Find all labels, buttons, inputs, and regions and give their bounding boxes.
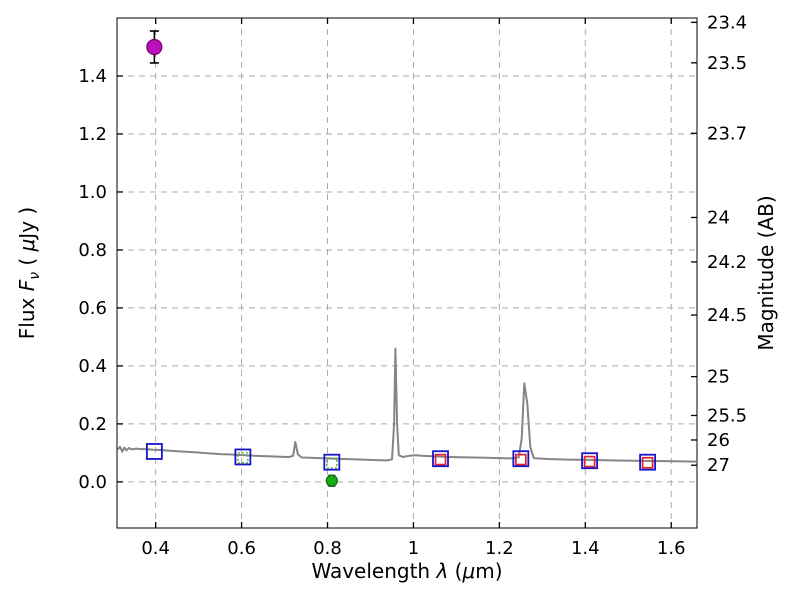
magnitude-tick-label: 25.5 — [707, 405, 747, 426]
model-square-red — [583, 455, 596, 468]
magnitude-tick-label: 27 — [707, 455, 730, 476]
model-square-red — [434, 453, 447, 466]
magnitude-tick-label: 23.4 — [707, 12, 747, 33]
axes-border — [116, 17, 698, 529]
spectrum-line — [117, 347, 697, 463]
x-axis-label: Wavelength λ (μm) — [311, 559, 502, 583]
magnitude-tick-label: 24.2 — [707, 252, 747, 273]
observed-square — [639, 453, 656, 471]
x-tick-label: 1.4 — [571, 538, 600, 559]
left-y-axis-label: Flux Fν ( μJy ) — [15, 207, 43, 339]
magnitude-tick-labels: 23.4 23.5 23.7 24 24.2 24.5 25 25.5 26 27 — [707, 12, 747, 476]
magnitude-tick-label: 24 — [707, 207, 730, 228]
reference-point-magenta — [146, 30, 163, 64]
x-tick-label: 1.6 — [657, 538, 686, 559]
flux-tick-label: 0.6 — [78, 298, 107, 319]
observed-square — [145, 443, 163, 460]
x-tick-label: 1 — [408, 538, 419, 559]
observed-square — [432, 450, 449, 468]
galaxy-spectrum — [117, 347, 697, 463]
model-square-red — [641, 456, 654, 469]
observed-square — [581, 452, 598, 470]
x-tick-label: 0.8 — [313, 538, 342, 559]
flux-tick-label: 0.2 — [78, 414, 107, 435]
x-tick-labels: 0.4 0.6 0.8 1 1.2 1.4 1.6 — [141, 538, 685, 559]
magnitude-tick-label: 25 — [707, 367, 730, 388]
model-square-red — [515, 453, 527, 466]
axis-ticks — [117, 18, 697, 528]
magnitude-tick-label: 23.5 — [707, 53, 747, 74]
flux-tick-labels: 0.0 0.2 0.4 0.6 0.8 1.0 1.2 1.4 — [78, 66, 107, 493]
observed-square — [234, 448, 252, 466]
reference-point-magenta-marker — [146, 38, 163, 56]
flux-tick-label: 0.8 — [78, 240, 107, 261]
magnitude-tick-label: 23.7 — [707, 123, 747, 144]
x-tick-label: 0.4 — [141, 538, 170, 559]
model-photometry-squares-red — [434, 453, 654, 469]
flux-tick-label: 0.4 — [78, 356, 107, 377]
observed-square — [323, 453, 341, 471]
reference-point-green-marker — [325, 474, 338, 487]
reference-point-green — [325, 474, 338, 487]
right-y-axis-label-group: Magnitude (AB) — [754, 195, 778, 350]
flux-tick-label: 1.2 — [78, 124, 107, 145]
magnitude-tick-label: 24.5 — [707, 305, 747, 326]
x-tick-label: 0.6 — [227, 538, 256, 559]
model-square-green — [326, 457, 338, 469]
flux-tick-label: 0.0 — [78, 472, 107, 493]
x-axis-label: Wavelength λ (μm) — [311, 559, 502, 583]
left-y-axis-label: Flux Fν ( μJy ) — [15, 207, 43, 339]
model-photometry-squares-green — [237, 452, 338, 469]
magnitude-tick-label: 26 — [707, 430, 730, 451]
observed-photometry-squares — [145, 443, 656, 471]
right-y-axis-label: Magnitude (AB) — [754, 195, 778, 350]
observed-square — [512, 450, 530, 468]
x-tick-label: 1.2 — [485, 538, 514, 559]
flux-tick-label: 1.0 — [78, 182, 107, 203]
flux-tick-label: 1.4 — [78, 66, 107, 87]
model-square-green — [237, 452, 249, 464]
grid-lines — [117, 18, 697, 528]
